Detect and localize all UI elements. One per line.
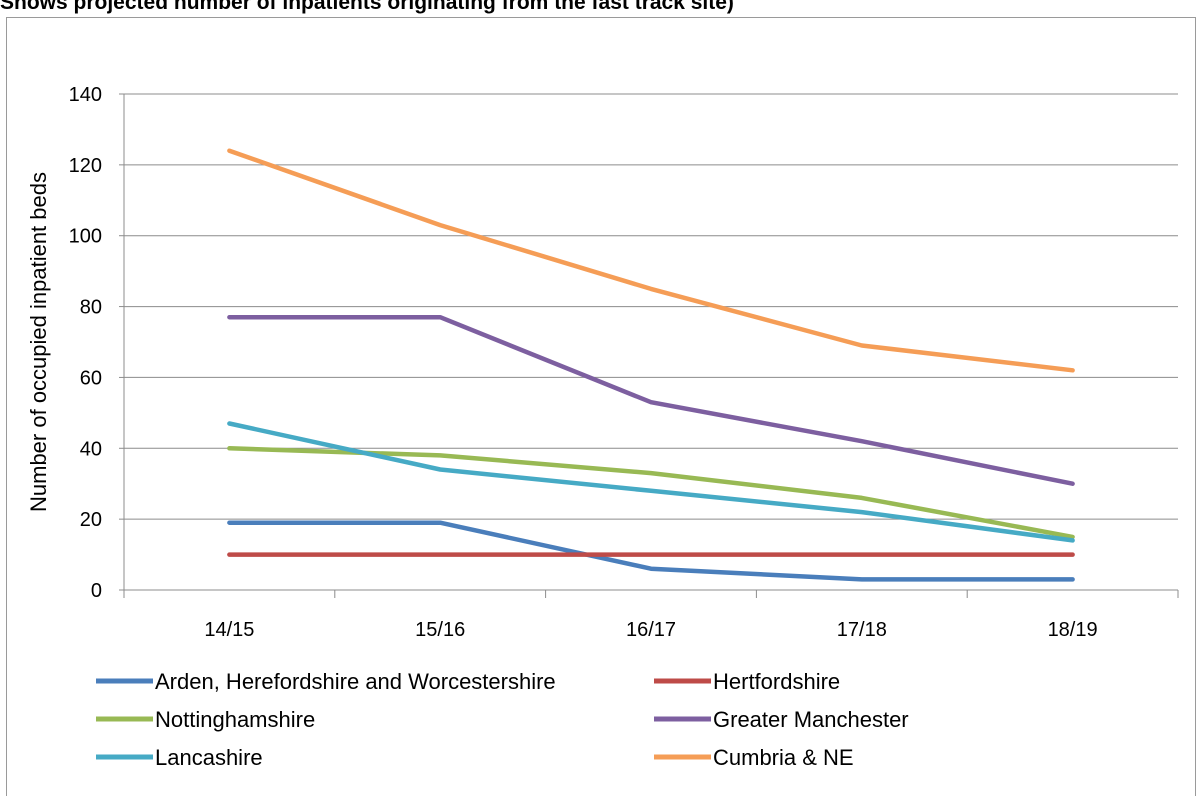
x-tick-label: 16/17 — [626, 619, 676, 641]
x-tick-label: 18/19 — [1048, 619, 1098, 641]
series-line — [227, 421, 1075, 543]
legend-label: Greater Manchester — [713, 707, 909, 732]
chart-frame — [6, 17, 1196, 796]
series-line — [227, 314, 1075, 486]
legend-label: Cumbria & NE — [713, 745, 854, 770]
y-tick-label: 100 — [69, 226, 102, 248]
legend-label: Lancashire — [155, 745, 263, 770]
legend-label: Nottinghamshire — [155, 707, 315, 732]
y-tick-label: 120 — [69, 155, 102, 177]
legend-label: Hertfordshire — [713, 669, 840, 694]
y-axis-title: Number of occupied inpatient beds — [26, 172, 51, 512]
y-tick-label: 60 — [80, 367, 102, 389]
y-tick-label: 40 — [80, 438, 102, 460]
legend-label: Arden, Herefordshire and Worcestershire — [155, 669, 556, 694]
y-tick-label: 140 — [69, 84, 102, 106]
chart-title: Shows projected number of inpatients ori… — [0, 0, 734, 14]
y-tick-label: 0 — [91, 580, 102, 602]
x-tick-label: 15/16 — [415, 619, 465, 641]
x-tick-label: 14/15 — [204, 619, 254, 641]
y-tick-label: 20 — [80, 509, 102, 531]
y-tick-label: 80 — [80, 297, 102, 319]
series-line — [227, 148, 1075, 373]
series-line — [227, 520, 1075, 582]
x-tick-label: 17/18 — [837, 619, 887, 641]
